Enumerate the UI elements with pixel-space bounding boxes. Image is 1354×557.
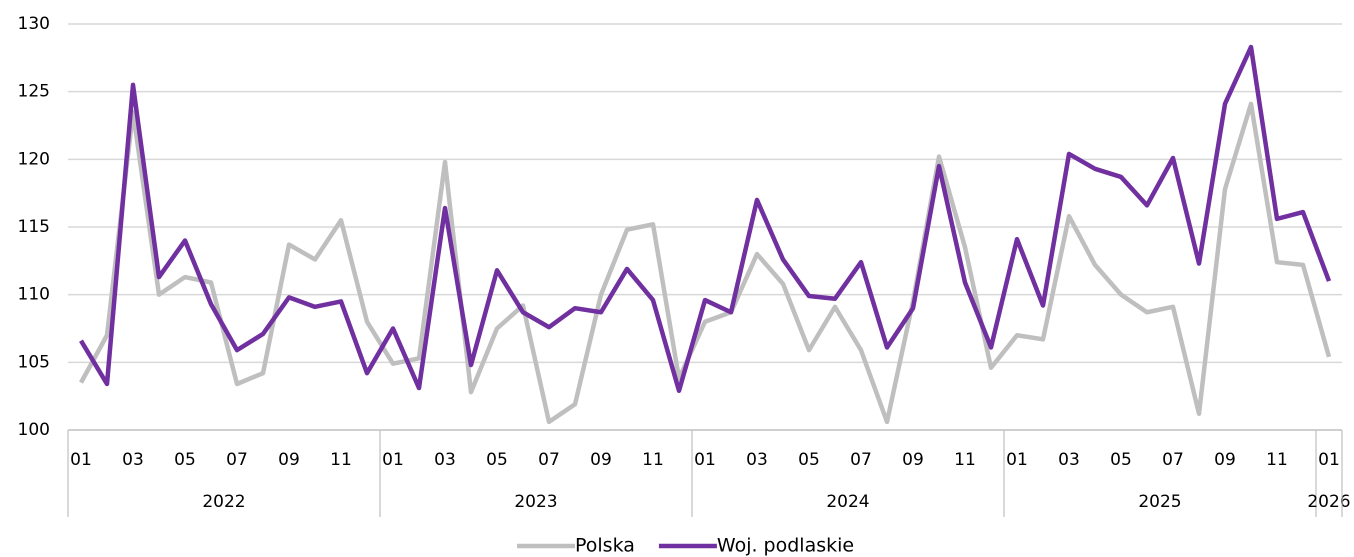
x-tick-label: 05	[486, 450, 508, 470]
y-tick-label: 130	[18, 14, 50, 34]
x-tick-label: 01	[70, 450, 92, 470]
year-label: 2025	[1138, 492, 1181, 512]
x-tick-label: 03	[1058, 450, 1080, 470]
y-tick-label: 115	[18, 217, 50, 237]
x-tick-label: 11	[1266, 450, 1288, 470]
x-tick-label: 11	[330, 450, 352, 470]
x-tick-label: 07	[226, 450, 248, 470]
x-tick-label: 05	[798, 450, 820, 470]
x-tick-label: 01	[1006, 450, 1028, 470]
y-tick-label: 105	[18, 352, 50, 372]
year-label: 2024	[826, 492, 869, 512]
series-line	[79, 101, 1332, 425]
y-tick-label: 110	[18, 285, 50, 305]
x-tick-label: 09	[902, 450, 924, 470]
x-tick-label: 05	[1110, 450, 1132, 470]
x-tick-label: 05	[174, 450, 196, 470]
series-line	[79, 44, 1332, 394]
x-tick-label: 11	[954, 450, 976, 470]
legend-label: Polska	[575, 535, 635, 557]
x-tick-label: 09	[278, 450, 300, 470]
x-tick-label: 03	[122, 450, 144, 470]
x-tick-label: 09	[590, 450, 612, 470]
x-tick-label: 01	[382, 450, 404, 470]
y-tick-label: 125	[18, 82, 50, 102]
year-label: 2023	[514, 492, 557, 512]
x-tick-label: 03	[434, 450, 456, 470]
x-tick-label: 11	[642, 450, 664, 470]
x-tick-label: 01	[1318, 450, 1340, 470]
year-label: 2022	[202, 492, 245, 512]
x-tick-label: 03	[746, 450, 768, 470]
year-label: 2026	[1307, 492, 1350, 512]
y-tick-label: 120	[18, 149, 50, 169]
x-tick-label: 01	[694, 450, 716, 470]
x-tick-label: 07	[1162, 450, 1184, 470]
x-tick-label: 07	[850, 450, 872, 470]
legend-label: Woj. podlaskie	[717, 535, 854, 557]
x-tick-label: 09	[1214, 450, 1236, 470]
y-tick-label: 100	[18, 420, 50, 440]
x-tick-label: 07	[538, 450, 560, 470]
